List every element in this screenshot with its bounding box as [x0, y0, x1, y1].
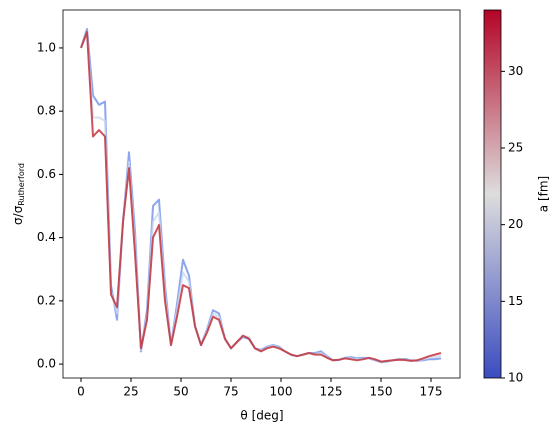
y-tick-label: 1.0	[37, 40, 56, 54]
y-tick-label: 0.4	[37, 230, 56, 244]
data-line	[80, 28, 442, 364]
x-tick-label: 150	[370, 385, 393, 399]
x-tick-label: 75	[223, 385, 238, 399]
x-tick-label: 175	[420, 385, 443, 399]
colorbar-tick-label: 10	[508, 371, 523, 385]
x-tick-label: 100	[270, 385, 293, 399]
y-axis-label: σ/σRutherford	[11, 163, 26, 225]
y-tick-label: 0.0	[37, 357, 56, 371]
plot-frame	[62, 9, 461, 379]
x-tick-label: 125	[320, 385, 343, 399]
colorbar-tick-label: 30	[508, 64, 523, 78]
y-axis-label-sub: Rutherford	[17, 163, 26, 206]
data-line	[80, 31, 442, 363]
x-tick-label: 50	[173, 385, 188, 399]
colorbar-tick-label: 15	[508, 294, 523, 308]
colorbar-label: a [fm]	[537, 176, 551, 212]
x-tick-label: 25	[123, 385, 138, 399]
y-tick-label: 0.2	[37, 293, 56, 307]
colorbar-tick-label: 20	[508, 217, 523, 231]
y-axis-label-main: σ/σ	[11, 205, 25, 225]
colorbar	[483, 9, 502, 379]
data-line	[80, 31, 442, 363]
x-tick-label: 0	[77, 385, 85, 399]
y-tick-label: 0.8	[37, 104, 56, 118]
colorbar-tick-label: 25	[508, 141, 523, 155]
y-tick-label: 0.6	[37, 167, 56, 181]
x-axis-label: θ [deg]	[240, 409, 283, 423]
